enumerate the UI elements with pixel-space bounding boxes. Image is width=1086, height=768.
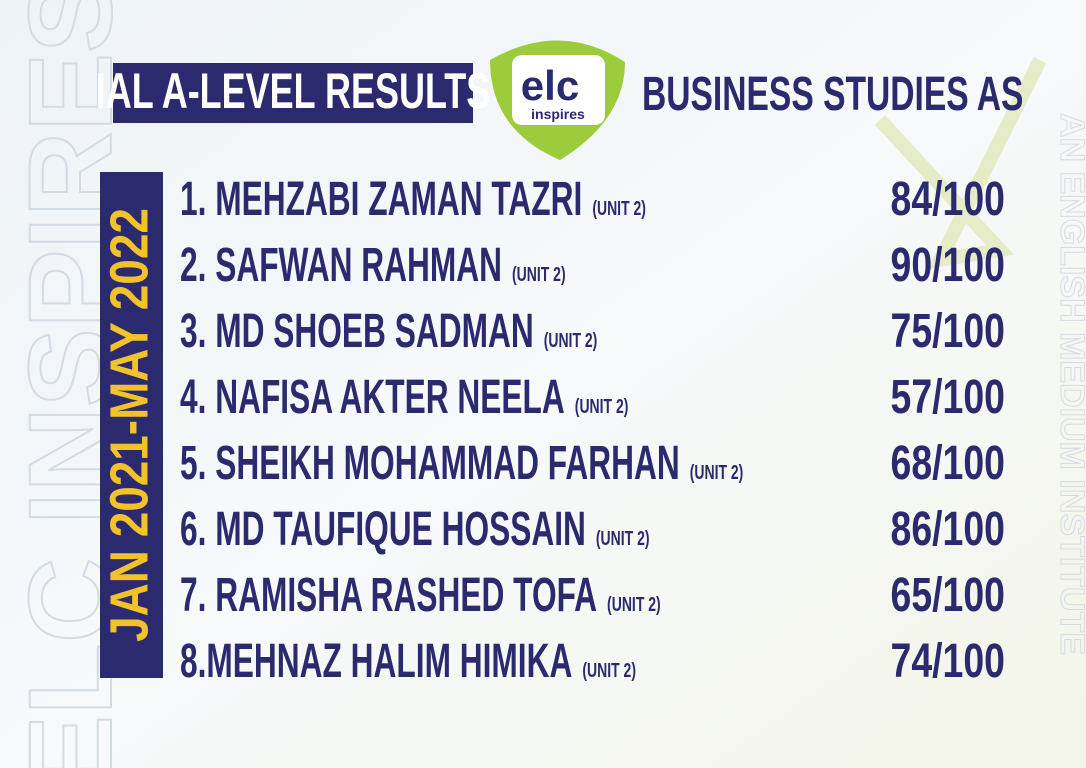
logo-panel xyxy=(512,55,605,125)
unit: (UNIT 2) xyxy=(512,262,566,285)
title: IAL A-LEVEL RESULTS xyxy=(96,64,491,119)
unit: (UNIT 2) xyxy=(575,394,629,417)
watermark-right: AN ENGLISH MEDIUM INSTITUTE xyxy=(1053,113,1086,655)
score: 86/100 xyxy=(891,503,1005,557)
unit: (UNIT 2) xyxy=(582,658,636,681)
student-name: 2. SAFWAN RAHMAN xyxy=(180,237,502,291)
unit: (UNIT 2) xyxy=(607,592,661,615)
subject: BUSINESS STUDIES AS xyxy=(642,66,1023,120)
period-bar xyxy=(100,172,163,678)
student-name: 1. MEHZABI ZAMAN TAZRI xyxy=(180,171,582,225)
unit: (UNIT 2) xyxy=(596,526,650,549)
results: 1. MEHZABI ZAMAN TAZRI (UNIT 2) 84/100 2. S… xyxy=(180,171,1005,688)
title-box xyxy=(113,63,473,123)
student-name: 3. MD SHOEB SADMAN xyxy=(180,303,534,357)
logo-mark: elc xyxy=(521,62,579,109)
score: 75/100 xyxy=(891,305,1005,359)
student-name: 5. SHEIKH MOHAMMAD FARHAN xyxy=(180,435,680,489)
score: 74/100 xyxy=(891,635,1005,689)
score: 65/100 xyxy=(891,569,1005,623)
student-name: 6. MD TAUFIQUE HOSSAIN xyxy=(180,501,586,555)
score: 68/100 xyxy=(891,437,1005,491)
score: 84/100 xyxy=(891,173,1005,227)
unit: (UNIT 2) xyxy=(544,328,598,351)
score: 57/100 xyxy=(891,371,1005,425)
unit: (UNIT 2) xyxy=(592,196,646,219)
decor-bolt xyxy=(874,56,1047,270)
unit: (UNIT 2) xyxy=(690,460,744,483)
logo-tagline: inspires xyxy=(531,106,585,122)
student-name: 8.MEHNAZ HALIM HIMIKA xyxy=(180,633,572,687)
period: JAN 2021-MAY 2022 xyxy=(99,208,159,642)
student-name: 4. NAFISA AKTER NEELA xyxy=(180,369,565,423)
student-name: 7. RAMISHA RASHED TOFA xyxy=(180,567,597,621)
score: 90/100 xyxy=(891,239,1005,293)
